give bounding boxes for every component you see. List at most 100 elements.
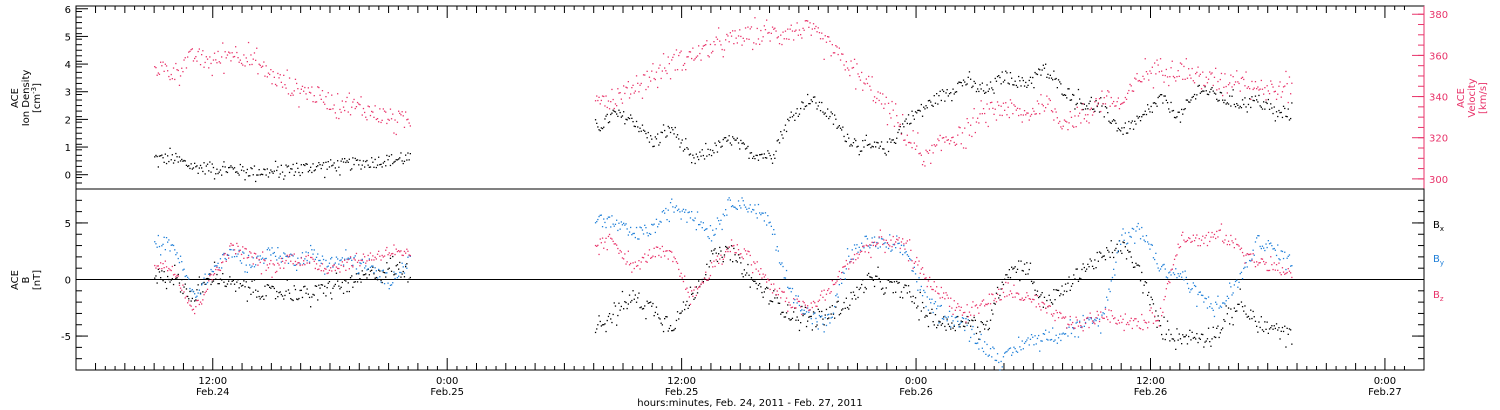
by-point bbox=[320, 262, 322, 264]
velocity-point bbox=[664, 67, 666, 69]
bz-point bbox=[991, 293, 993, 295]
velocity-point bbox=[314, 101, 316, 103]
velocity-point bbox=[256, 47, 258, 49]
by-point bbox=[766, 224, 768, 226]
velocity-point bbox=[637, 82, 639, 84]
velocity-point bbox=[727, 35, 729, 37]
ion-density-point bbox=[621, 115, 624, 117]
velocity-point bbox=[178, 84, 181, 86]
ion-density-point bbox=[693, 157, 695, 159]
by-point bbox=[1207, 296, 1210, 298]
by-point bbox=[1236, 279, 1238, 281]
ion-density-point bbox=[746, 147, 748, 149]
ion-density-point bbox=[793, 114, 795, 116]
bz-point bbox=[950, 297, 952, 299]
by-point bbox=[1109, 290, 1111, 293]
by-point bbox=[929, 298, 931, 300]
bx-point bbox=[639, 307, 641, 309]
bx-point bbox=[182, 292, 184, 295]
velocity-point bbox=[596, 95, 598, 97]
bz-point bbox=[1074, 327, 1076, 329]
ion-density-point bbox=[351, 168, 353, 170]
ion-density-point bbox=[409, 153, 411, 155]
bx-point bbox=[1108, 251, 1110, 253]
bz-point bbox=[315, 263, 318, 265]
ion-density-point bbox=[807, 93, 809, 96]
velocity-point bbox=[1240, 77, 1243, 79]
bx-point bbox=[1096, 251, 1098, 254]
bx-point bbox=[342, 292, 345, 294]
bz-point bbox=[216, 266, 218, 268]
velocity-point bbox=[814, 27, 816, 30]
bx-point bbox=[668, 327, 670, 330]
bz-point bbox=[893, 243, 896, 245]
bx-point bbox=[1270, 327, 1272, 329]
ion-density-point bbox=[1082, 108, 1084, 111]
velocity-point bbox=[700, 59, 702, 61]
by-point bbox=[863, 247, 865, 249]
velocity-point bbox=[250, 54, 252, 56]
velocity-point bbox=[1063, 119, 1066, 121]
bx-point bbox=[181, 279, 183, 281]
ion-density-point bbox=[705, 142, 707, 145]
velocity-point bbox=[650, 80, 652, 82]
bz-point bbox=[1062, 316, 1064, 318]
ion-density-point bbox=[1164, 95, 1166, 97]
bx-point bbox=[950, 328, 952, 330]
ion-density-point bbox=[294, 171, 297, 173]
bx-point bbox=[218, 283, 220, 285]
by-point bbox=[1068, 326, 1070, 328]
ion-density-point bbox=[667, 125, 669, 128]
velocity-point bbox=[662, 53, 665, 55]
bz-point bbox=[1205, 234, 1207, 237]
ion-density-point bbox=[1287, 108, 1289, 110]
bz-point bbox=[925, 277, 927, 279]
bx-point bbox=[209, 273, 211, 275]
by-point bbox=[1001, 366, 1003, 368]
velocity-point bbox=[409, 125, 411, 127]
bx-point bbox=[1123, 242, 1125, 244]
ion-density-point bbox=[620, 116, 622, 118]
bx-point bbox=[784, 316, 787, 318]
bx-point bbox=[669, 325, 672, 327]
bx-point bbox=[934, 314, 937, 316]
velocity-point bbox=[346, 96, 348, 99]
bz-point bbox=[1130, 317, 1132, 319]
bz-point bbox=[701, 281, 703, 283]
bz-point bbox=[1075, 316, 1077, 318]
ion-density-point bbox=[744, 148, 747, 150]
by-point bbox=[157, 234, 159, 237]
by-point bbox=[946, 320, 948, 322]
ion-density-point bbox=[338, 166, 340, 168]
by-point bbox=[212, 271, 215, 273]
velocity-point bbox=[769, 40, 771, 42]
bx-point bbox=[737, 254, 740, 256]
by-point bbox=[675, 205, 678, 207]
bx-point bbox=[1240, 301, 1243, 303]
bx-point bbox=[1081, 268, 1083, 271]
velocity-point bbox=[671, 59, 673, 61]
bx-point bbox=[1019, 279, 1021, 282]
velocity-point bbox=[1216, 89, 1218, 91]
bz-point bbox=[199, 301, 202, 303]
ion-density-point bbox=[1021, 77, 1023, 79]
by-point bbox=[1111, 276, 1114, 279]
by-point bbox=[1268, 243, 1271, 245]
ion-density-point bbox=[283, 178, 285, 180]
by-point bbox=[1038, 334, 1040, 337]
bx-point bbox=[645, 318, 647, 320]
by-point bbox=[290, 253, 292, 255]
bx-point bbox=[795, 319, 797, 321]
bz-point bbox=[794, 307, 796, 309]
velocity-point bbox=[701, 48, 703, 50]
velocity-point bbox=[882, 93, 884, 95]
bx-point bbox=[822, 318, 824, 320]
ion-density-point bbox=[688, 154, 690, 156]
bx-point bbox=[1259, 326, 1261, 329]
by-point bbox=[1118, 240, 1121, 242]
bz-point bbox=[310, 256, 312, 259]
by-point bbox=[925, 305, 927, 308]
by-point bbox=[1151, 244, 1153, 246]
by-point bbox=[1222, 302, 1224, 304]
ion-density-point bbox=[225, 171, 227, 173]
